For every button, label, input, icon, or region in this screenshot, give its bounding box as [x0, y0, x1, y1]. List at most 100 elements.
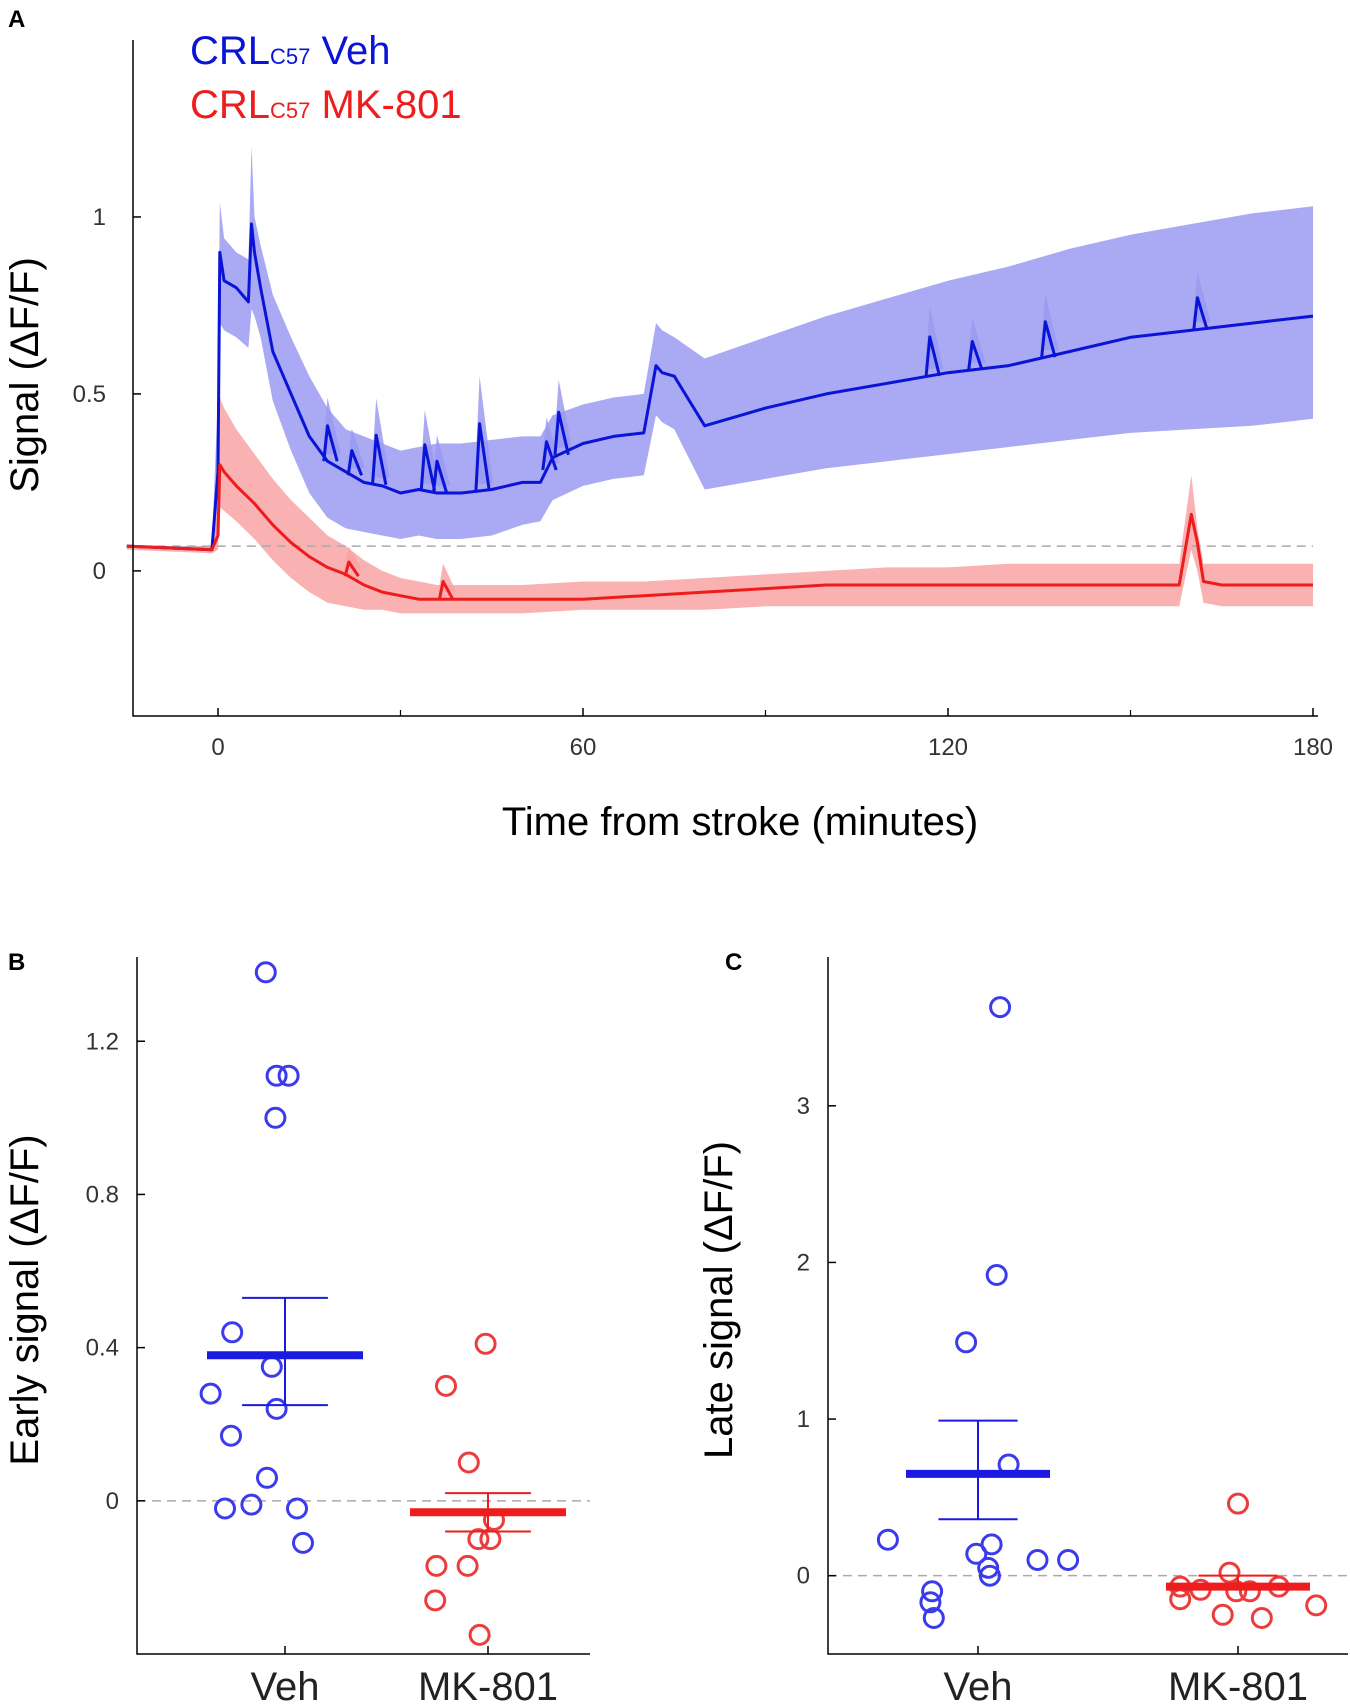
series-0-spike-4 — [431, 459, 449, 494]
panel-a-xtick-label-2: 120 — [928, 734, 968, 761]
panel-a-xtick-label-0: 0 — [211, 734, 224, 761]
b-ytick-label-3: 1.2 — [86, 1028, 119, 1055]
series-0-spike-3 — [419, 443, 437, 492]
c-0-point-1 — [985, 1264, 1008, 1286]
c-0-point-11 — [921, 1580, 944, 1603]
panel-a-axes — [132, 40, 1318, 717]
series-1-spike-0 — [343, 560, 360, 578]
panel-b-letter: B — [8, 949, 25, 976]
b-1-point-1 — [435, 1374, 457, 1397]
c-ytick-label-3: 3 — [797, 1093, 810, 1120]
series-0-spike-6 — [541, 440, 558, 471]
legend: CRLC57 Veh CRLC57 MK-801 — [190, 29, 462, 127]
panel-c-ticks: Veh MK-801 0 1 2 3 — [797, 1093, 1308, 1706]
c-0-point-7 — [1026, 1549, 1049, 1571]
b-0-point-12 — [286, 1497, 308, 1520]
legend-mk801-main: CRL — [190, 83, 270, 127]
series-0-spike-9 — [967, 340, 984, 371]
b-cat-label-1: MK-801 — [418, 1665, 558, 1706]
c-0-point-9 — [977, 1556, 1000, 1579]
b-0-point-3 — [264, 1106, 287, 1129]
b-0-point-7 — [265, 1397, 288, 1420]
panel-b-axes — [136, 957, 590, 1655]
panel-c-ylabel: Late signal (ΔF/F) — [697, 1141, 741, 1459]
panel-c: C Veh MK-801 0 1 2 3 Late signal (ΔF/F) — [697, 949, 1348, 1706]
panel-a-ytick-label-1: 0.5 — [73, 381, 106, 408]
panel-a-ytick-label-0: 0 — [93, 558, 106, 585]
b-0-point-8 — [220, 1424, 242, 1447]
panel-a-xtick-label-3: 180 — [1293, 734, 1333, 761]
panel-a-letter: A — [8, 6, 25, 33]
series-0-spike-5 — [474, 422, 491, 492]
b-0-point-1 — [265, 1064, 288, 1087]
legend-veh-rest: Veh — [310, 29, 390, 73]
legend-mk801-rest: MK-801 — [310, 83, 461, 127]
panel-a-xlabel: Time from stroke (minutes) — [502, 800, 978, 844]
panel-b-ticks: Veh MK-801 0 0.4 0.8 1.2 — [86, 1028, 558, 1706]
c-0-point-4 — [876, 1528, 899, 1551]
c-0-point-6 — [965, 1542, 988, 1565]
c-0-point-8 — [1057, 1549, 1080, 1571]
b-1-point-7 — [456, 1554, 479, 1577]
b-0-point-6 — [199, 1382, 222, 1405]
panel-b-marks — [199, 961, 566, 1646]
c-0-point-5 — [980, 1533, 1003, 1556]
b-1-point-9 — [468, 1623, 491, 1646]
b-cat-label-0: Veh — [251, 1665, 320, 1706]
b-0-point-13 — [292, 1531, 314, 1554]
c-1-point-10 — [1250, 1607, 1273, 1629]
c-1-point-5 — [1238, 1580, 1261, 1603]
c-1-point-8 — [1305, 1594, 1328, 1617]
series-1-line — [126, 463, 1313, 601]
legend-mk801: CRLC57 MK-801 — [190, 83, 462, 127]
legend-veh-sub: C57 — [270, 44, 310, 69]
panel-a-lines — [126, 222, 1314, 601]
b-0-point-2 — [277, 1064, 300, 1087]
c-1-point-1 — [1218, 1561, 1241, 1584]
b-ytick-label-0: 0 — [106, 1488, 119, 1515]
c-0-point-0 — [989, 996, 1012, 1019]
series-0-line — [126, 222, 1314, 552]
b-1-point-0 — [474, 1332, 497, 1355]
c-0-point-13 — [922, 1607, 945, 1629]
panel-c-letter: C — [725, 949, 742, 976]
panel-b: B Veh MK-801 0 0.4 0.8 1.2 Early signal (ΔF/F… — [3, 949, 590, 1706]
b-1-point-8 — [424, 1589, 447, 1612]
b-0-point-4 — [221, 1321, 244, 1344]
b-ytick-label-1: 0.4 — [86, 1335, 119, 1362]
c-1-point-9 — [1211, 1603, 1234, 1626]
c-1-point-0 — [1227, 1492, 1249, 1515]
b-ytick-label-2: 0.8 — [86, 1181, 119, 1208]
series-0-spike-0 — [322, 424, 339, 462]
b-1-point-4 — [479, 1528, 502, 1551]
panel-a-xtick-label-1: 60 — [570, 734, 597, 761]
panel-a-ylabel: Signal (ΔF/F) — [3, 257, 47, 493]
b-1-point-2 — [457, 1451, 480, 1474]
series-1-spike-1 — [437, 580, 455, 600]
c-0-point-10 — [978, 1564, 1001, 1587]
c-ytick-label-1: 1 — [797, 1406, 810, 1433]
series-0-spike-1 — [346, 449, 363, 476]
b-0-point-10 — [214, 1497, 236, 1520]
series-0-spike-2 — [371, 433, 388, 486]
c-0-point-2 — [955, 1331, 978, 1354]
series-0-band-flare-5 — [474, 376, 493, 484]
panel-a: A 0 60 120 180 0 0.5 1 CRLC57 Veh CRLC57 MK-80… — [3, 6, 1333, 844]
series-0-spike-10 — [1040, 320, 1057, 358]
c-ytick-label-0: 0 — [797, 1563, 810, 1590]
b-1-point-5 — [467, 1528, 490, 1551]
b-0-point-11 — [240, 1493, 263, 1516]
series-0-spike-8 — [924, 335, 941, 377]
b-1-point-6 — [425, 1554, 448, 1577]
panel-a-ytick-label-2: 1 — [93, 204, 106, 231]
c-ytick-label-2: 2 — [797, 1249, 810, 1276]
legend-veh: CRLC57 Veh — [190, 29, 390, 73]
panel-c-marks — [876, 996, 1328, 1629]
b-0-point-9 — [256, 1466, 278, 1489]
legend-veh-main: CRL — [190, 29, 270, 73]
series-0-spike-7 — [553, 410, 570, 456]
c-cat-label-0: Veh — [944, 1665, 1013, 1706]
c-cat-label-1: MK-801 — [1168, 1665, 1308, 1706]
panel-c-axes — [827, 957, 1348, 1655]
